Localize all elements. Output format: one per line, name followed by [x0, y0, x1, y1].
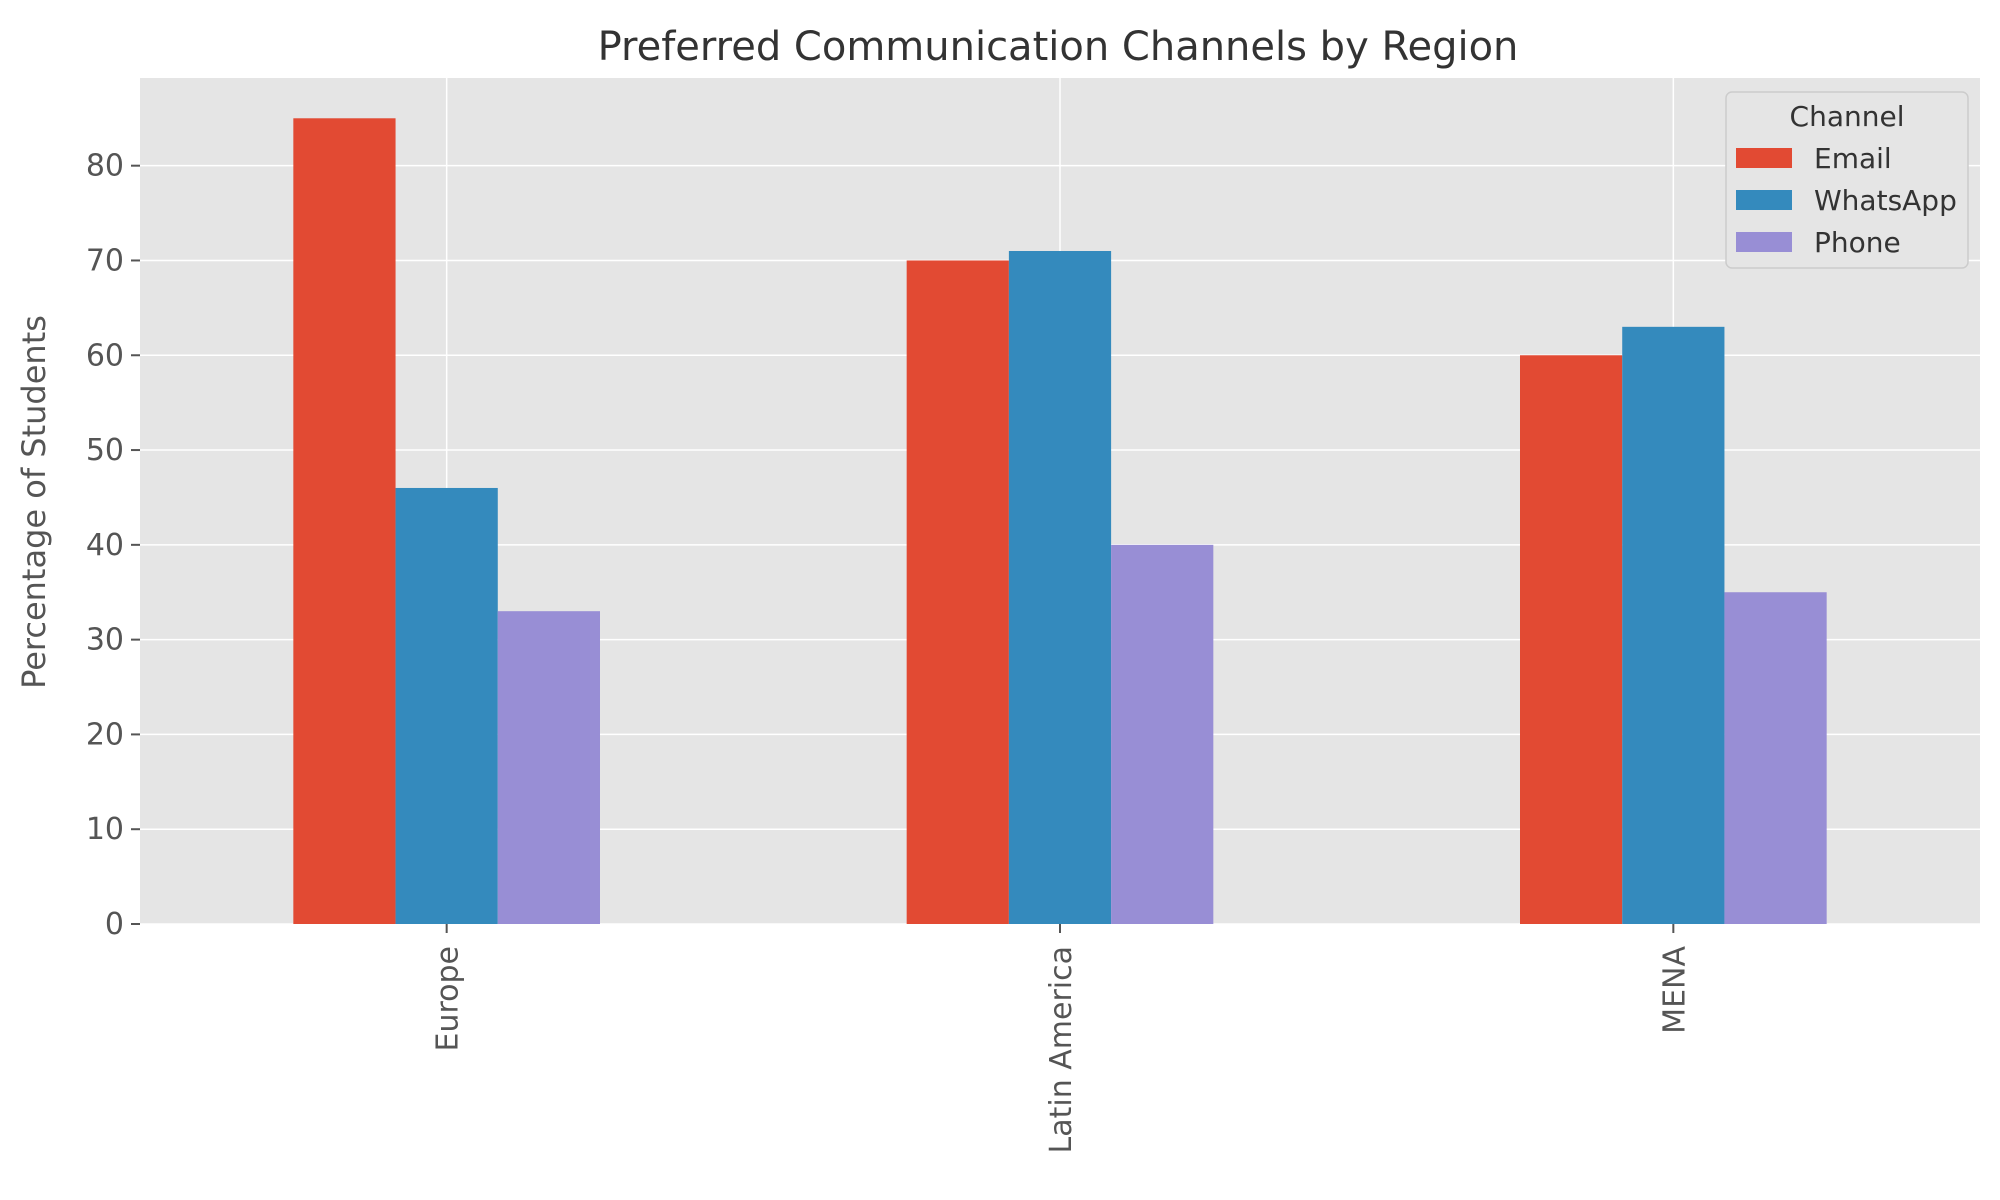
legend-swatch-phone — [1736, 232, 1792, 252]
legend-label-phone: Phone — [1814, 226, 1901, 259]
y-tick-label: 60 — [86, 338, 124, 373]
y-axis: 0 10 20 30 40 50 60 70 80 — [86, 149, 140, 942]
legend-box — [1725, 91, 1969, 269]
y-tick-label: 0 — [105, 907, 124, 942]
x-axis: Europe Latin America MENA — [431, 924, 1692, 1154]
bar-email-europe — [293, 118, 396, 925]
bar-phone-mena — [1724, 592, 1827, 924]
legend-label-email: Email — [1814, 142, 1892, 175]
chart-title: Preferred Communication Channels by Regi… — [598, 24, 1519, 70]
legend-swatch-whatsapp — [1736, 190, 1792, 210]
y-tick-label: 80 — [86, 149, 124, 184]
x-tick-label: Europe — [431, 946, 466, 1052]
y-tick-label: 20 — [86, 717, 124, 752]
legend-swatch-email — [1736, 148, 1792, 168]
bar-phone-europe — [497, 611, 600, 924]
y-tick-label: 10 — [86, 812, 124, 847]
y-tick-label: 40 — [86, 528, 124, 563]
bar-whatsapp-mena — [1622, 326, 1725, 925]
y-tick-label: 30 — [86, 623, 124, 658]
bar-phone-latin-america — [1111, 544, 1214, 924]
legend-title: Channel — [1790, 100, 1905, 133]
y-tick-label: 70 — [86, 243, 124, 278]
bar-whatsapp-europe — [395, 487, 498, 924]
x-tick-label: Latin America — [1044, 946, 1079, 1154]
bar-email-latin-america — [906, 260, 1009, 924]
y-axis-label: Percentage of Students — [15, 315, 53, 689]
bar-email-mena — [1520, 355, 1623, 924]
x-tick-label: MENA — [1657, 946, 1692, 1034]
y-tick-label: 50 — [86, 433, 124, 468]
legend-label-whatsapp: WhatsApp — [1814, 184, 1957, 217]
legend: Channel Email WhatsApp Phone — [1725, 91, 1969, 269]
bars — [293, 118, 1827, 925]
bar-whatsapp-latin-america — [1008, 250, 1112, 925]
